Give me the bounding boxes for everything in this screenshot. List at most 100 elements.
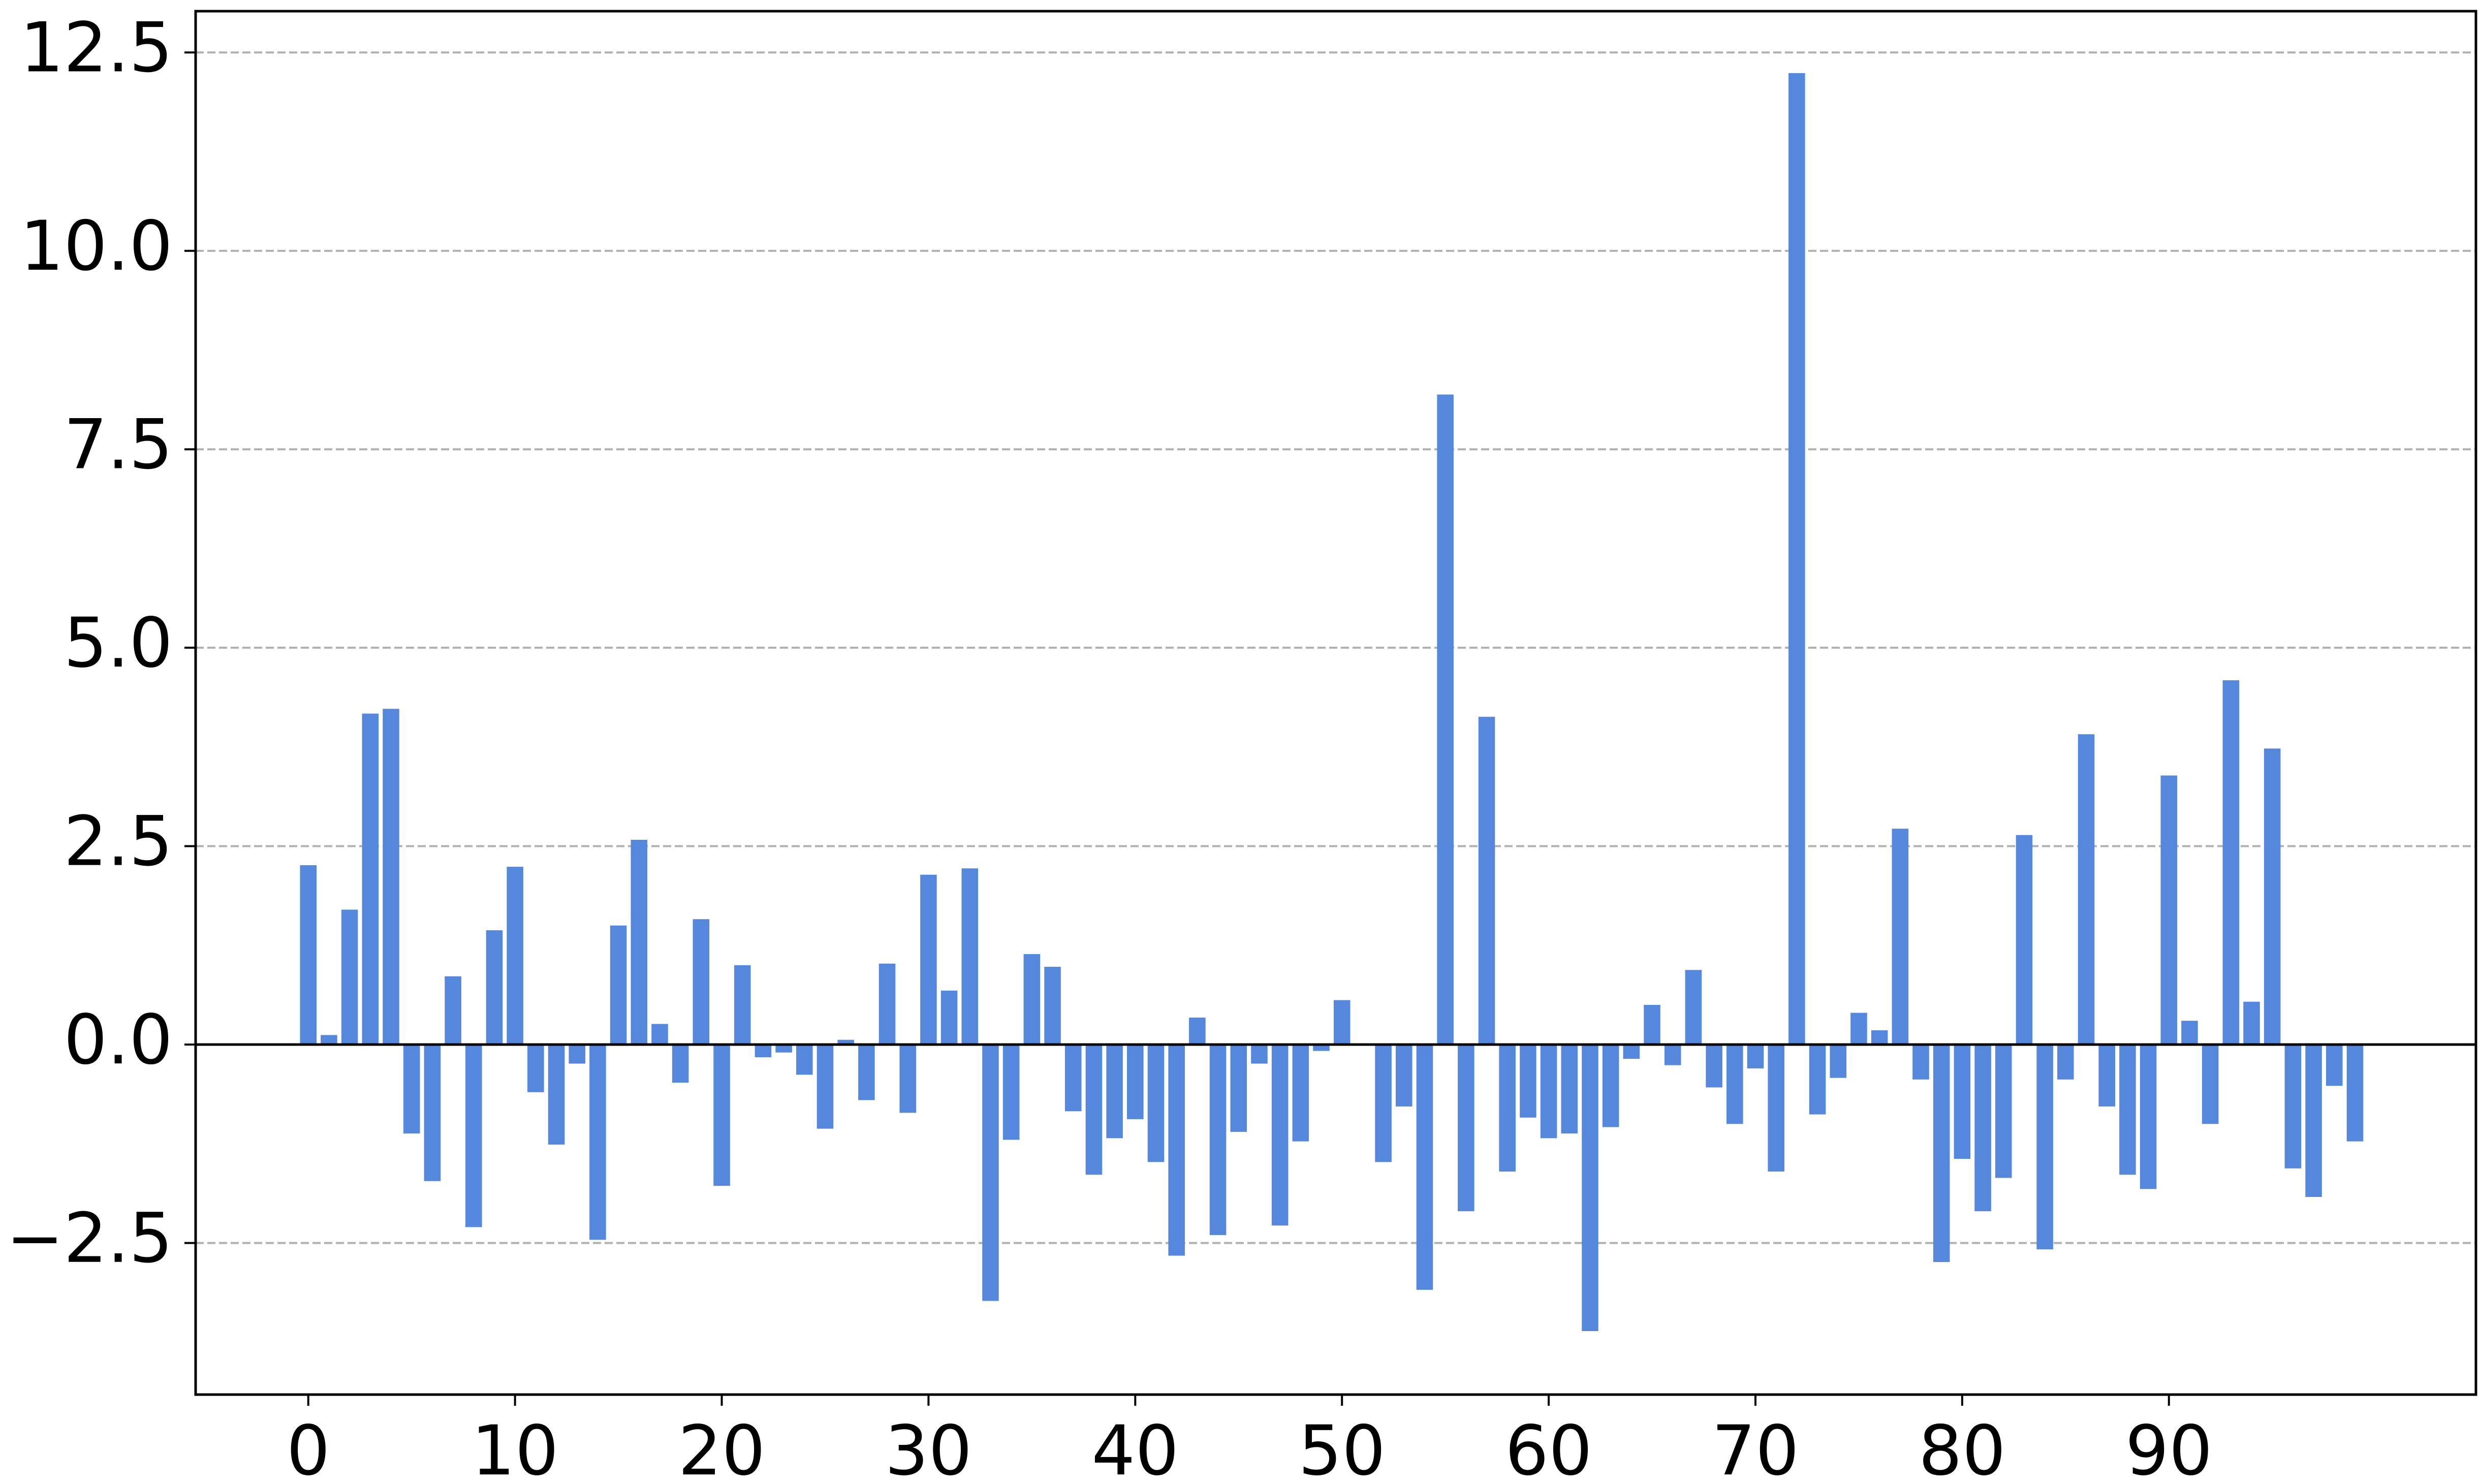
bar [672,1045,689,1083]
bar [2016,835,2033,1045]
bar [486,930,503,1045]
x-tick-label: 50 [1298,1411,1386,1484]
bar [1561,1045,1578,1134]
bar [362,713,379,1045]
bar [1540,1045,1557,1139]
y-tick-label: 10.0 [20,206,173,286]
bar [1830,1045,1847,1078]
bar [651,1024,668,1045]
bar [796,1045,813,1075]
x-tick-label: 70 [1712,1411,1799,1484]
y-tick-label: 12.5 [20,8,173,87]
bar [1520,1045,1536,1118]
x-tick-label: 90 [2125,1411,2213,1484]
y-tick-label: −2.5 [6,1198,173,1278]
bar [527,1045,544,1092]
bar [321,1035,337,1045]
bar [1602,1045,1619,1127]
bar [631,839,648,1045]
bar [1809,1045,1826,1115]
bar [1788,73,1805,1045]
bar [2243,1001,2260,1045]
bar [1023,954,1041,1045]
bar [548,1045,565,1145]
bar [1623,1045,1640,1059]
bar [1230,1045,1247,1132]
x-tick-label: 20 [678,1411,766,1484]
bar [1499,1045,1516,1172]
bar [424,1045,441,1181]
bar [920,874,937,1045]
bar [2119,1045,2136,1175]
bar [2098,1045,2115,1107]
bar [300,865,317,1045]
bar [2036,1045,2053,1250]
bar [589,1045,606,1240]
bar [878,963,896,1045]
bar [1747,1045,1764,1068]
y-tick-label: 5.0 [64,603,173,683]
bar [403,1045,420,1134]
bar [1685,970,1702,1045]
bar [2202,1045,2219,1124]
bar [1147,1045,1165,1162]
bar [1416,1045,1433,1290]
bar [1168,1045,1185,1256]
y-tick-label: 0.0 [64,1000,173,1080]
x-tick-label: 10 [472,1411,559,1484]
bar [775,1045,792,1053]
bar [465,1045,482,1227]
bar [341,909,358,1045]
bar [1458,1045,1474,1212]
bar [1726,1045,1743,1124]
y-tick-label: 2.5 [64,802,173,881]
bar [734,965,751,1045]
bar [1582,1045,1598,1332]
bar [2305,1045,2322,1197]
bar [837,1039,854,1045]
bar [1106,1045,1123,1139]
bar [2222,680,2240,1045]
bar [1768,1045,1784,1172]
bar [2346,1045,2364,1142]
bar [1002,1045,1020,1140]
bar [755,1045,772,1058]
bar [1375,1045,1392,1162]
bar [1974,1045,1991,1212]
bar [816,1045,834,1129]
bar [1271,1045,1289,1226]
bar [1333,1000,1351,1045]
bar [1189,1017,1206,1045]
bar [445,976,461,1045]
bar [940,990,958,1045]
bar [610,925,627,1045]
bar [2181,1021,2198,1045]
bar [1644,1004,1660,1045]
bar [961,868,979,1045]
bar [1871,1030,1888,1045]
bar [507,867,523,1045]
bar [1251,1045,1268,1064]
x-tick-label: 80 [1919,1411,2006,1484]
bar [569,1045,585,1064]
bar [1044,966,1061,1045]
bar [383,709,399,1045]
bar [1127,1045,1144,1119]
plot-frame [194,10,2477,1396]
bar [1209,1045,1227,1235]
bar [1995,1045,2012,1178]
bar [1892,829,1909,1045]
x-tick-label: 60 [1505,1411,1592,1484]
bar [899,1045,917,1113]
y-tick-label: 7.5 [64,404,173,484]
bar [1064,1045,1082,1112]
bar [1664,1045,1681,1065]
bar [2140,1045,2157,1189]
bar [2284,1045,2302,1169]
bar [2326,1045,2343,1086]
bar [2160,775,2178,1045]
bar [2078,734,2095,1045]
bar [1478,716,1495,1045]
